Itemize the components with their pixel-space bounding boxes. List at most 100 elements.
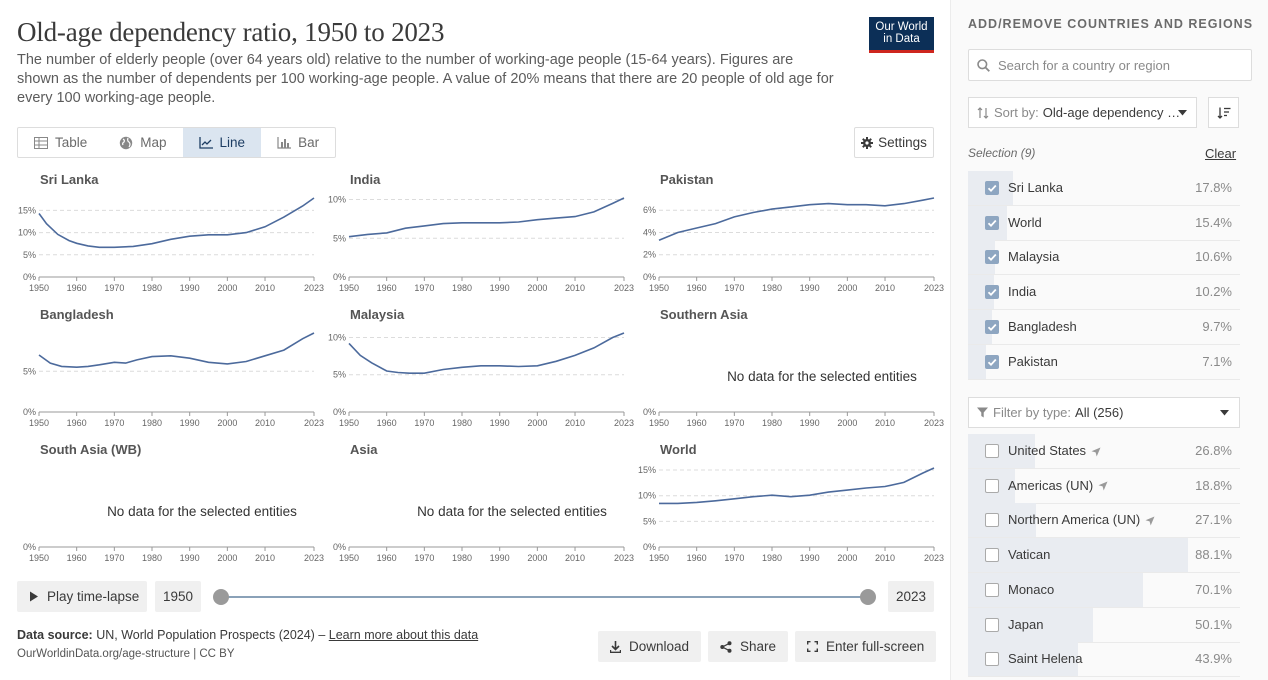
- series-line[interactable]: [38, 197, 315, 249]
- x-tick-label: 1970: [414, 553, 434, 563]
- type-filter-select[interactable]: Filter by type: All (256): [968, 397, 1240, 428]
- learn-more-link[interactable]: Learn more about this data: [328, 628, 479, 642]
- sidebar-heading: ADD/REMOVE COUNTRIES AND REGIONS: [968, 17, 1254, 31]
- x-tick-label: 2010: [875, 418, 895, 428]
- entity-name-text: Bangladesh: [1008, 318, 1077, 334]
- y-tick-label: 10%: [638, 491, 656, 501]
- chart-panel: World 0% 5% 10% 15% 1950 1960 1970 1980 1990 2000 2…: [637, 442, 944, 567]
- entity-value: 18.8%: [1195, 477, 1232, 493]
- entity-row[interactable]: Northern America (UN) 27.1%: [968, 503, 1240, 539]
- selection-count: Selection (9): [968, 146, 1036, 160]
- series-line[interactable]: [659, 467, 935, 505]
- x-tick-label: 2010: [565, 283, 585, 293]
- panel-title: South Asia (WB): [40, 442, 142, 457]
- x-tick-label: 1970: [104, 553, 124, 563]
- panel-plot: 0% 2% 4% 6% 1950 1960 1970 1980 1990 2000 2010 2023: [643, 197, 944, 293]
- timeline-track[interactable]: [221, 596, 868, 598]
- play-timelapse-button[interactable]: Play time-lapse: [17, 581, 147, 612]
- x-tick-label: 2023: [304, 553, 324, 563]
- series-line[interactable]: [658, 197, 935, 242]
- x-tick-label: 1950: [29, 553, 49, 563]
- clear-selection-button[interactable]: Clear: [1205, 146, 1237, 161]
- country-search-input[interactable]: Search for a country or region: [968, 49, 1252, 81]
- checkmark-icon: [987, 358, 997, 366]
- entity-checkbox[interactable]: [985, 354, 999, 369]
- end-year-box[interactable]: 2023: [888, 581, 934, 612]
- selected-entity-row[interactable]: India 10.2%: [968, 275, 1240, 311]
- logo-line-1: Our World: [875, 21, 928, 33]
- entity-row[interactable]: United States 26.8%: [968, 434, 1240, 469]
- tab-bar[interactable]: Bar: [261, 128, 335, 157]
- entity-checkbox[interactable]: [985, 285, 999, 300]
- checkmark-icon: [987, 254, 997, 262]
- entity-checkbox[interactable]: [985, 582, 999, 597]
- fullscreen-label: Enter full-screen: [826, 639, 925, 654]
- entity-checkbox[interactable]: [985, 617, 999, 632]
- entity-checkbox[interactable]: [985, 513, 999, 528]
- start-year-box[interactable]: 1950: [155, 581, 201, 612]
- chart-panel: Malaysia 0% 5% 10% 1950 1960 1970 1980 1990 2000 2…: [327, 307, 634, 432]
- page-title: Old-age dependency ratio, 1950 to 2023: [17, 17, 445, 47]
- x-tick-label: 2010: [565, 553, 585, 563]
- chart-panel: Pakistan 0% 2% 4% 6% 1950 1960 1970 1980 1990 2000…: [637, 172, 944, 297]
- series-line[interactable]: [348, 197, 625, 238]
- checkmark-icon: [987, 323, 997, 331]
- entity-checkbox[interactable]: [985, 444, 999, 458]
- series-line[interactable]: [38, 332, 315, 369]
- search-placeholder: Search for a country or region: [998, 57, 1170, 73]
- settings-label: Settings: [878, 135, 927, 150]
- settings-button[interactable]: Settings: [854, 127, 934, 158]
- entity-name-text: Japan: [1008, 616, 1044, 632]
- selected-entity-row[interactable]: Malaysia 10.6%: [968, 240, 1240, 276]
- entity-row[interactable]: Americas (UN) 18.8%: [968, 468, 1240, 504]
- x-tick-label: 2023: [924, 418, 944, 428]
- selected-entity-row[interactable]: Bangladesh 9.7%: [968, 309, 1240, 345]
- entity-name: Vatican: [1008, 547, 1050, 562]
- entity-name-text: World: [1008, 214, 1042, 230]
- x-tick-label: 2023: [924, 283, 944, 293]
- series-line[interactable]: [348, 332, 625, 374]
- entity-checkbox[interactable]: [985, 250, 999, 265]
- source-text: UN, World Population Prospects (2024) –: [96, 628, 326, 642]
- sort-arrows-icon: [977, 106, 989, 119]
- entity-value: 43.9%: [1195, 651, 1232, 667]
- y-tick-label: 0%: [643, 542, 656, 552]
- sort-select[interactable]: Sort by: Old-age dependency ratio: [968, 97, 1197, 128]
- start-handle[interactable]: [213, 589, 229, 605]
- entity-row[interactable]: Japan 50.1%: [968, 607, 1240, 643]
- entity-row[interactable]: Monaco 70.1%: [968, 572, 1240, 608]
- panel-title: Southern Asia: [660, 307, 748, 322]
- sort-direction-button[interactable]: [1208, 97, 1239, 128]
- selected-entity-row[interactable]: Pakistan 7.1%: [968, 344, 1240, 380]
- entity-checkbox[interactable]: [985, 181, 999, 195]
- entity-value: 88.1%: [1195, 547, 1232, 563]
- entity-row[interactable]: Saint Helena 43.9%: [968, 642, 1240, 678]
- entity-row[interactable]: Vatican 88.1%: [968, 538, 1240, 574]
- entity-name-text: Sri Lanka: [1008, 180, 1063, 195]
- x-tick-label: 2023: [614, 418, 634, 428]
- fullscreen-button[interactable]: Enter full-screen: [795, 631, 937, 662]
- share-button[interactable]: Share: [708, 631, 789, 662]
- entity-checkbox[interactable]: [985, 319, 999, 334]
- value-bar: [968, 434, 1035, 468]
- checkmark-icon: [987, 288, 997, 297]
- tab-table[interactable]: Table: [18, 128, 103, 157]
- owid-logo[interactable]: Our World in Data: [869, 17, 934, 53]
- entity-checkbox[interactable]: [985, 548, 999, 563]
- y-tick-label: 0%: [23, 542, 36, 552]
- selected-entity-row[interactable]: Sri Lanka 17.8%: [968, 171, 1240, 206]
- end-handle[interactable]: [860, 589, 876, 605]
- download-button[interactable]: Download: [598, 631, 702, 662]
- chart-panel: Sri Lanka 0% 5% 10% 15% 1950 1960 1970 1980 1990 2…: [17, 172, 324, 297]
- tab-line[interactable]: Line: [182, 128, 262, 157]
- y-tick-label: 2%: [643, 250, 656, 260]
- entity-checkbox[interactable]: [985, 215, 999, 230]
- entity-name-text: Northern America (UN): [1008, 512, 1141, 528]
- selected-entity-row[interactable]: World 15.4%: [968, 205, 1240, 241]
- entity-value: 26.8%: [1195, 443, 1232, 458]
- tab-map[interactable]: Map: [103, 128, 182, 157]
- entity-checkbox[interactable]: [985, 652, 999, 667]
- x-tick-label: 2000: [217, 418, 237, 428]
- share-icon: [720, 640, 732, 653]
- entity-checkbox[interactable]: [985, 478, 999, 493]
